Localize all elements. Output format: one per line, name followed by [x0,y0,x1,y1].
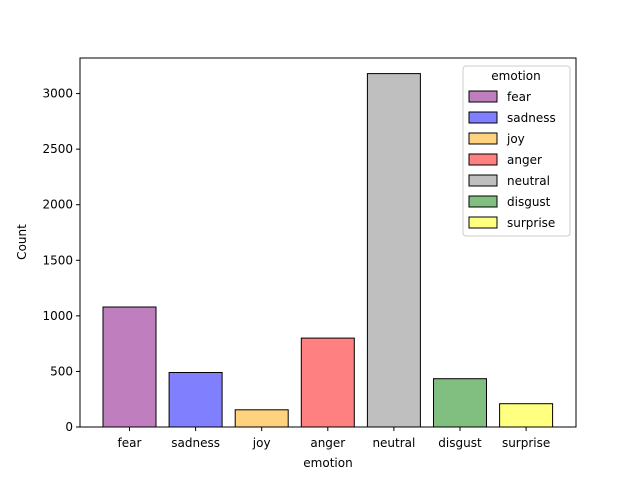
bar-anger [300,337,355,428]
y-tick-label: 3000 [42,87,73,101]
x-tick-label: sadness [171,436,220,450]
bar-surprise [499,403,554,428]
y-axis-label: Count [15,224,29,260]
bar-disgust [433,378,487,428]
legend-label: fear [507,90,531,104]
plot-area: fear sadness joy anger neutral disgust surpris… [42,57,577,450]
legend-swatch-sadness [468,111,498,124]
legend-label: disgust [507,195,551,209]
x-axis-label: emotion [303,456,352,470]
bar-fear [102,306,157,428]
x-tick-label: joy [252,436,271,450]
x-tick-label: fear [118,436,142,450]
legend-label: neutral [507,174,550,188]
y-tick-label: 1000 [42,309,73,323]
x-tick-label: surprise [502,436,550,450]
legend: emotion fear sadness joy anger neutral disgus… [462,65,571,237]
legend-label: anger [507,153,542,167]
legend-swatch-joy [468,132,498,145]
x-tick-label: anger [310,436,345,450]
legend-label: joy [506,132,525,146]
legend-label: sadness [507,111,556,125]
y-tick-label: 2500 [42,142,73,156]
legend-title: emotion [491,69,540,83]
y-tick-label: 0 [65,420,73,434]
y-tick-label: 2000 [42,198,73,212]
legend-swatch-anger [468,153,498,166]
legend-label: surprise [507,216,555,230]
y-tick-label: 1500 [42,253,73,267]
legend-swatch-fear [468,90,498,103]
x-tick-label: neutral [372,436,415,450]
legend-swatch-disgust [468,195,498,208]
bar-sadness [168,372,223,428]
bar-neutral [366,73,421,428]
x-tick-label: disgust [438,436,482,450]
legend-swatch-surprise [468,216,498,229]
bar-joy [234,409,289,428]
legend-swatch-neutral [468,174,498,187]
legend-frame [462,65,571,237]
y-tick-label: 500 [50,364,73,378]
legend-items: fear sadness joy anger neutral disgust surpris… [468,90,556,230]
axes-frame [79,57,577,428]
